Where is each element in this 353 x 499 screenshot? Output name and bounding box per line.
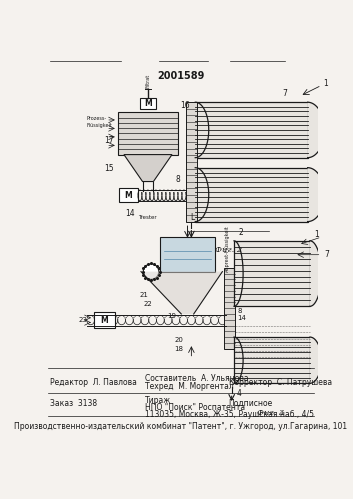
Text: M: M xyxy=(144,99,152,108)
Text: 8: 8 xyxy=(175,175,180,184)
Text: 7: 7 xyxy=(282,89,287,98)
Text: Редактор  Л. Павлова: Редактор Л. Павлова xyxy=(50,378,137,387)
Text: M: M xyxy=(125,191,132,200)
Text: Фиг. 3: Фиг. 3 xyxy=(257,409,285,417)
Text: M: M xyxy=(101,316,108,325)
Text: Производственно-издательский комбинат "Патент", г. Ужгород, ул.Гагарина, 101: Производственно-издательский комбинат "П… xyxy=(14,422,347,431)
Text: Фиг. 2: Фиг. 2 xyxy=(215,246,242,254)
Circle shape xyxy=(143,264,159,279)
Text: Trester: Trester xyxy=(138,215,156,220)
Bar xyxy=(195,168,307,222)
Bar xyxy=(160,237,215,271)
Text: Тираж: Тираж xyxy=(145,396,171,405)
Text: 15: 15 xyxy=(104,164,113,173)
Bar xyxy=(195,102,307,158)
Text: 14: 14 xyxy=(237,315,246,321)
Text: Flüssigkeit: Flüssigkeit xyxy=(87,123,113,128)
Text: 19: 19 xyxy=(167,312,176,318)
Polygon shape xyxy=(307,168,324,222)
Bar xyxy=(140,98,156,109)
Text: Prozess-: Prozess- xyxy=(87,116,107,121)
Text: 21: 21 xyxy=(140,292,149,298)
Bar xyxy=(186,102,197,222)
Bar xyxy=(118,112,178,155)
Bar xyxy=(234,337,310,383)
Text: 14: 14 xyxy=(125,209,134,218)
Text: Подписное: Подписное xyxy=(229,399,273,408)
Text: Filtrat: Filtrat xyxy=(145,73,150,88)
Bar xyxy=(234,241,310,306)
Text: 4: 4 xyxy=(236,389,241,398)
Text: НПО "Поиск" Роспатента: НПО "Поиск" Роспатента xyxy=(145,403,245,412)
Text: 17: 17 xyxy=(104,136,113,145)
Polygon shape xyxy=(310,241,321,306)
Bar xyxy=(119,189,138,202)
Text: 20: 20 xyxy=(175,337,184,343)
Polygon shape xyxy=(310,337,321,383)
Polygon shape xyxy=(141,271,222,314)
Text: Anprest-Flüssigkeit: Anprest-Flüssigkeit xyxy=(225,225,230,272)
Text: Техред  М. Моргентал: Техред М. Моргентал xyxy=(145,382,234,391)
Bar xyxy=(94,312,115,328)
Text: 23: 23 xyxy=(79,317,88,323)
Text: 113035, Москва, Ж-35, Раушская наб., 4/5: 113035, Москва, Ж-35, Раушская наб., 4/5 xyxy=(145,410,314,419)
Text: L: L xyxy=(191,213,195,222)
Text: 2001589: 2001589 xyxy=(157,71,204,81)
Text: Заказ  3138: Заказ 3138 xyxy=(50,399,97,408)
Text: Составитель  А. Ульянова: Составитель А. Ульянова xyxy=(145,374,249,383)
Text: 1: 1 xyxy=(314,230,318,239)
Text: Корректор  С. Патрушева: Корректор С. Патрушева xyxy=(229,378,332,387)
Polygon shape xyxy=(307,102,324,158)
Text: 1: 1 xyxy=(323,79,328,88)
Polygon shape xyxy=(124,155,172,182)
Text: 2: 2 xyxy=(239,228,244,237)
Text: 18: 18 xyxy=(175,346,184,352)
Text: 7: 7 xyxy=(324,250,329,259)
Bar xyxy=(224,268,235,349)
Text: 8: 8 xyxy=(237,308,241,314)
Text: 16: 16 xyxy=(180,101,189,110)
Text: 22: 22 xyxy=(144,301,152,307)
